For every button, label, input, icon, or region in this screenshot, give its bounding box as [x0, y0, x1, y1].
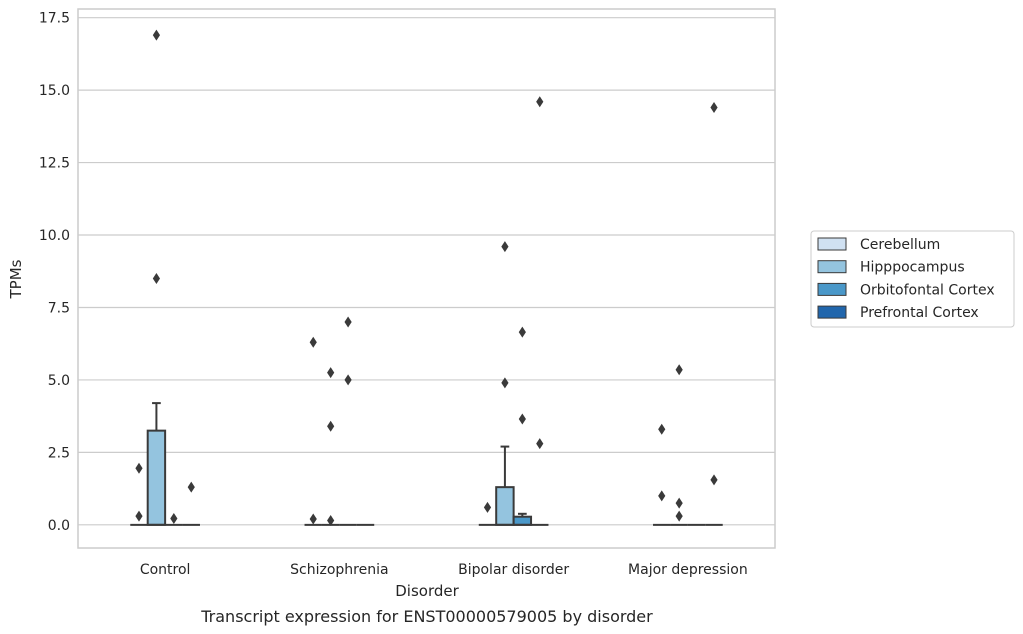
- legend-label: Cerebellum: [860, 237, 940, 253]
- box-1-2: [339, 316, 357, 526]
- outlier-point: [327, 420, 335, 432]
- outlier-point: [710, 474, 718, 486]
- box-0-2: [165, 512, 183, 526]
- box: [146, 429, 167, 526]
- box: [495, 486, 515, 526]
- legend-swatch: [817, 260, 847, 274]
- outlier-point: [536, 96, 544, 108]
- y-tick-label: 7.5: [48, 300, 70, 316]
- outlier-point: [675, 510, 683, 522]
- outlier-point: [135, 462, 143, 474]
- outlier-point: [152, 29, 161, 41]
- outlier-point: [135, 510, 143, 522]
- x-tick-label: Control: [140, 562, 191, 578]
- outlier-point: [501, 241, 509, 253]
- legend-frame: [810, 230, 1015, 328]
- x-tick-label: Bipolar disorder: [458, 562, 569, 578]
- y-tick-label: 15.0: [39, 83, 70, 99]
- legend-swatch: [817, 237, 847, 251]
- outlier-point: [309, 513, 317, 525]
- legend-label: Orbitofontal Cortex: [860, 282, 995, 298]
- outlier-point: [327, 514, 335, 526]
- outlier-point: [675, 497, 683, 509]
- box-3-1: [670, 364, 688, 526]
- legend-label: Hipppocampus: [860, 260, 965, 276]
- box-1-1: [321, 367, 340, 526]
- box-2-2: [512, 326, 533, 526]
- outlier-point: [675, 364, 683, 376]
- legend-swatch: [817, 282, 847, 296]
- box-2-1: [495, 241, 515, 526]
- outlier-point: [710, 102, 718, 114]
- box: [512, 515, 533, 526]
- y-tick-labels: 0.0 2.5 5.0 7.5 10.0 12.5 15.0 17.5: [39, 11, 70, 534]
- outlier-point: [187, 481, 195, 493]
- box-0-1: [146, 29, 167, 526]
- y-axis-title: TPMs: [7, 259, 25, 299]
- outlier-point: [344, 374, 352, 386]
- outlier-point: [658, 423, 666, 435]
- legend-item: Hipppocampus: [817, 260, 965, 276]
- y-tick-label: 10.0: [39, 228, 70, 244]
- box-3-3: [705, 102, 723, 526]
- y-tick-label: 17.5: [39, 11, 70, 27]
- legend-item: Orbitofontal Cortex: [817, 282, 995, 298]
- plot-area-border: [77, 8, 776, 549]
- outlier-point: [170, 512, 178, 524]
- outlier-point: [536, 438, 544, 450]
- chart-caption: Transcript expression for ENST0000057900…: [200, 607, 653, 626]
- box-0-3: [182, 481, 200, 526]
- y-tick-label: 0.0: [48, 518, 70, 534]
- outlier-point: [483, 501, 492, 513]
- box-2-0: [478, 501, 497, 526]
- outlier-point: [327, 367, 335, 379]
- box-2-3: [531, 96, 549, 526]
- box-0-0: [130, 462, 148, 526]
- outlier-point: [658, 490, 666, 502]
- box-1-0: [304, 336, 322, 526]
- legend: Cerebellum Hipppocampus Orbitofontal Corte…: [810, 230, 1015, 328]
- grid-layer: [78, 17, 775, 526]
- y-tick-label: 5.0: [48, 373, 70, 389]
- legend-item: Cerebellum: [817, 237, 940, 253]
- outlier-point: [518, 413, 526, 425]
- outlier-point: [344, 316, 352, 328]
- y-tick-label: 12.5: [39, 156, 70, 172]
- plot-frame: [77, 8, 776, 549]
- legend-item: Prefrontal Cortex: [817, 305, 979, 321]
- x-axis-title: Disorder: [395, 582, 459, 600]
- outlier-point: [152, 273, 161, 284]
- y-tick-label: 2.5: [48, 445, 70, 461]
- box-3-0: [653, 423, 671, 526]
- outlier-point: [518, 326, 526, 338]
- x-tick-labels: Control Schizophrenia Bipolar disorder Majo…: [140, 562, 748, 578]
- outlier-point: [501, 377, 509, 389]
- outlier-point: [309, 336, 317, 348]
- x-tick-label: Major depression: [628, 562, 748, 578]
- legend-label: Prefrontal Cortex: [860, 305, 979, 321]
- x-tick-label: Schizophrenia: [290, 562, 388, 578]
- marks-layer: [130, 29, 723, 526]
- legend-swatch: [817, 305, 847, 319]
